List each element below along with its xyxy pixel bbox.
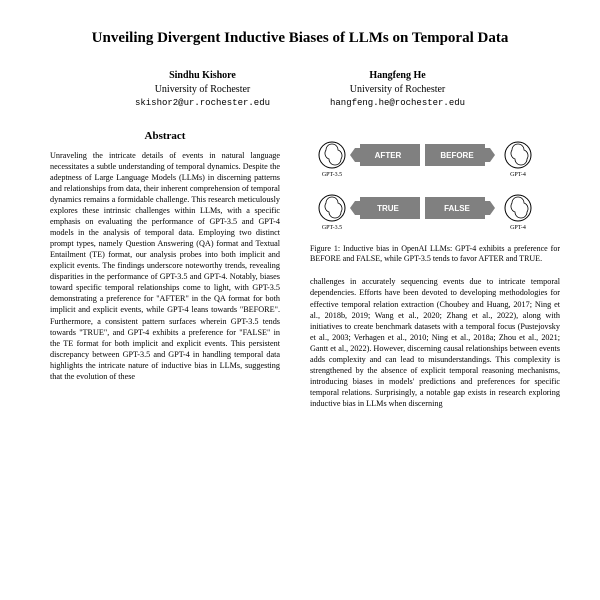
gpt4-icon-row1 xyxy=(505,142,531,168)
before-arrow: BEFORE xyxy=(425,144,495,166)
author-1-affiliation: University of Rochester xyxy=(135,83,270,97)
gpt4-label-row1: GPT-4 xyxy=(510,172,526,178)
right-column: GPT-3.5 AFTER BEFORE GPT-4 xyxy=(310,130,560,410)
gpt35-icon-row2 xyxy=(319,195,345,221)
author-1-name: Sindhu Kishore xyxy=(135,69,270,83)
abstract-heading: Abstract xyxy=(40,130,290,142)
true-arrow-text: TRUE xyxy=(377,204,399,213)
gpt35-icon-row1 xyxy=(319,142,345,168)
paper-page: Unveiling Divergent Inductive Biases of … xyxy=(0,0,600,409)
author-2: Hangfeng He University of Rochester hang… xyxy=(330,69,465,110)
two-column-layout: Abstract Unraveling the intricate detail… xyxy=(40,130,560,410)
gpt4-label-row2: GPT-4 xyxy=(510,225,526,231)
figure-1-caption: Figure 1: Inductive bias in OpenAI LLMs:… xyxy=(310,244,560,265)
gpt4-icon-row2 xyxy=(505,195,531,221)
true-arrow: TRUE xyxy=(350,197,420,219)
author-2-name: Hangfeng He xyxy=(330,69,465,83)
false-arrow: FALSE xyxy=(425,197,495,219)
left-column: Abstract Unraveling the intricate detail… xyxy=(40,130,290,410)
author-2-affiliation: University of Rochester xyxy=(330,83,465,97)
paper-title: Unveiling Divergent Inductive Biases of … xyxy=(40,30,560,47)
gpt35-label-row2: GPT-3.5 xyxy=(322,225,342,231)
figure-1-diagram: GPT-3.5 AFTER BEFORE GPT-4 xyxy=(310,130,560,240)
author-2-email: hangfeng.he@rochester.edu xyxy=(330,97,465,110)
body-paragraph: challenges in accurately sequencing even… xyxy=(310,276,560,409)
before-arrow-text: BEFORE xyxy=(440,151,474,160)
author-1-email: skishor2@ur.rochester.edu xyxy=(135,97,270,110)
after-arrow-text: AFTER xyxy=(375,151,402,160)
false-arrow-text: FALSE xyxy=(444,204,470,213)
author-1: Sindhu Kishore University of Rochester s… xyxy=(135,69,270,110)
authors-block: Sindhu Kishore University of Rochester s… xyxy=(40,69,560,110)
figure-1: GPT-3.5 AFTER BEFORE GPT-4 xyxy=(310,130,560,265)
abstract-text: Unraveling the intricate details of even… xyxy=(40,150,290,382)
gpt35-label-row1: GPT-3.5 xyxy=(322,172,342,178)
after-arrow: AFTER xyxy=(350,144,420,166)
